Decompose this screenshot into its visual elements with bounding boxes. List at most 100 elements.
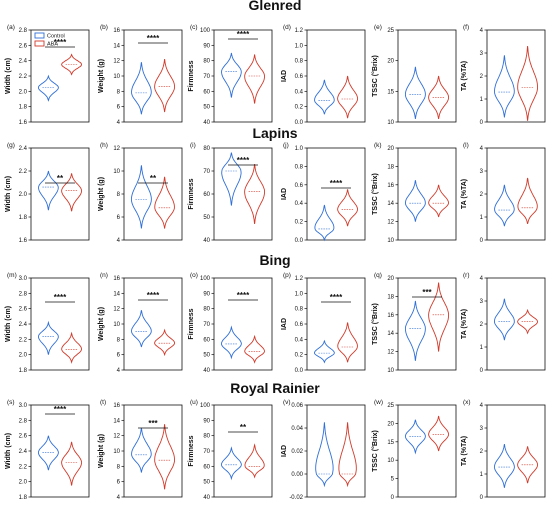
plot-frame [306, 404, 366, 498]
y-tick-label: 1.8 [19, 368, 28, 374]
panel-f: (f) 0 1 2 3 4 TA (%TA) [461, 24, 546, 126]
plot-frame [306, 277, 366, 371]
y-tick-label: 25 [387, 28, 394, 34]
violin-control [404, 66, 426, 119]
row-title: Lapins [252, 125, 297, 141]
violin-control [37, 435, 59, 471]
panel-g: (g) 1.6 1.8 2.0 2.2 2.4 Width (cm) ** [5, 142, 90, 244]
y-tick-label: 0.6 [295, 183, 304, 189]
y-tick-label: 60 [203, 464, 210, 470]
y-axis-label: TSSC (°Brix) [371, 55, 379, 97]
y-tick-label: 2.4 [19, 322, 28, 328]
plot-frame [486, 29, 546, 123]
panel-w: (w) 0 5 10 15 20 25 TSSC (°Brix) [371, 399, 457, 501]
y-axis-label: IAD [281, 445, 288, 457]
sig-stars: **** [54, 38, 67, 47]
violin-control [38, 170, 59, 211]
y-tick-label: 0.0 [295, 368, 304, 374]
panel-letter: (w) [374, 399, 383, 406]
y-tick-label: 20 [387, 276, 394, 282]
y-tick-label: 2.8 [19, 291, 28, 297]
panel-letter: (c) [190, 24, 198, 31]
plot-frame [30, 277, 90, 371]
violin-aba [154, 424, 175, 490]
y-tick-label: 2.2 [19, 169, 28, 175]
y-tick-label: 16 [387, 313, 394, 319]
y-tick-label: 8 [117, 337, 121, 343]
y-axis-label: Width (cm) [5, 58, 12, 94]
violin-control [314, 204, 335, 242]
y-tick-label: 8 [117, 89, 121, 95]
y-tick-label: 3 [480, 169, 484, 175]
sig-stars: *** [422, 288, 432, 297]
y-tick-label: 6 [117, 480, 121, 486]
y-tick-label: 80 [203, 59, 210, 65]
y-tick-label: 12 [387, 220, 394, 226]
violin-control [221, 52, 242, 98]
y-axis-label: TA (%TA) [461, 179, 468, 209]
y-axis-label: Firmness [188, 60, 195, 91]
panel-letter: (j) [283, 142, 289, 149]
violin-aba [61, 331, 82, 364]
panel-letter: (x) [463, 399, 471, 406]
plot-frame [486, 147, 546, 241]
y-tick-label: 0 [480, 238, 484, 244]
y-tick-label: 0.6 [295, 322, 304, 328]
panel-j: (j) 0.0 0.2 0.4 0.6 0.8 1.0 IAD **** [281, 142, 366, 244]
violin-aba [428, 282, 450, 352]
panel-letter: (r) [463, 272, 470, 279]
y-tick-label: 1 [480, 215, 484, 221]
y-tick-label: 2.2 [19, 337, 28, 343]
violin-control [494, 184, 515, 227]
y-tick-label: 2 [480, 74, 484, 80]
y-tick-label: 0.02 [291, 449, 303, 455]
panel-s: (s) 1.8 2.0 2.2 2.4 2.6 2.8 3.0 Width (cm) **** [5, 399, 90, 501]
y-tick-label: 6 [117, 215, 121, 221]
y-tick-label: 70 [203, 74, 210, 80]
violin-aba [338, 422, 357, 488]
y-tick-label: 16 [387, 183, 394, 189]
y-tick-label: 12 [113, 434, 120, 440]
y-tick-label: 2.4 [19, 146, 28, 152]
panel-letter: (k) [374, 142, 382, 149]
y-tick-label: 40 [203, 368, 210, 374]
panel-letter: (e) [374, 24, 382, 31]
y-tick-label: 6 [117, 353, 121, 359]
y-tick-label: 0 [391, 495, 395, 501]
y-tick-label: 0.06 [291, 403, 303, 409]
panel-letter: (f) [463, 24, 469, 31]
y-tick-label: 10 [113, 322, 120, 328]
y-tick-label: 50 [203, 480, 210, 486]
legend: Control ABA [34, 32, 65, 48]
y-tick-label: 0.4 [295, 337, 304, 343]
sig-stars: ** [240, 423, 247, 432]
y-tick-label: 0 [480, 120, 484, 126]
y-tick-label: 4 [117, 368, 121, 374]
violin-aba [244, 334, 265, 364]
sig-stars: ** [150, 174, 157, 183]
violin-aba [517, 308, 539, 335]
y-tick-label: 20 [387, 146, 394, 152]
panel-letter: (h) [100, 142, 108, 149]
y-tick-label: 60 [203, 89, 210, 95]
y-tick-label: 2.0 [19, 89, 28, 95]
legend-swatch-aba [34, 40, 45, 47]
violin-control [220, 446, 242, 481]
y-axis-label: TA (%TA) [461, 61, 468, 91]
y-tick-label: 2.0 [19, 192, 28, 198]
y-tick-label: 0.00 [291, 472, 303, 478]
y-tick-label: 10 [113, 449, 120, 455]
violin-aba [517, 46, 538, 121]
y-axis-label: TSSC (°Brix) [371, 430, 379, 472]
y-tick-label: 20 [387, 421, 394, 427]
y-tick-label: 1.0 [295, 146, 304, 152]
y-tick-label: 0.8 [295, 164, 304, 170]
y-tick-label: 10 [387, 238, 394, 244]
y-tick-label: 2.0 [19, 353, 28, 359]
y-tick-label: 16 [113, 276, 120, 282]
violin-control [404, 419, 426, 455]
y-tick-label: 0.4 [295, 89, 304, 95]
y-tick-label: 4 [480, 276, 484, 282]
y-tick-label: 1.6 [19, 120, 28, 126]
y-tick-label: 100 [200, 28, 211, 34]
